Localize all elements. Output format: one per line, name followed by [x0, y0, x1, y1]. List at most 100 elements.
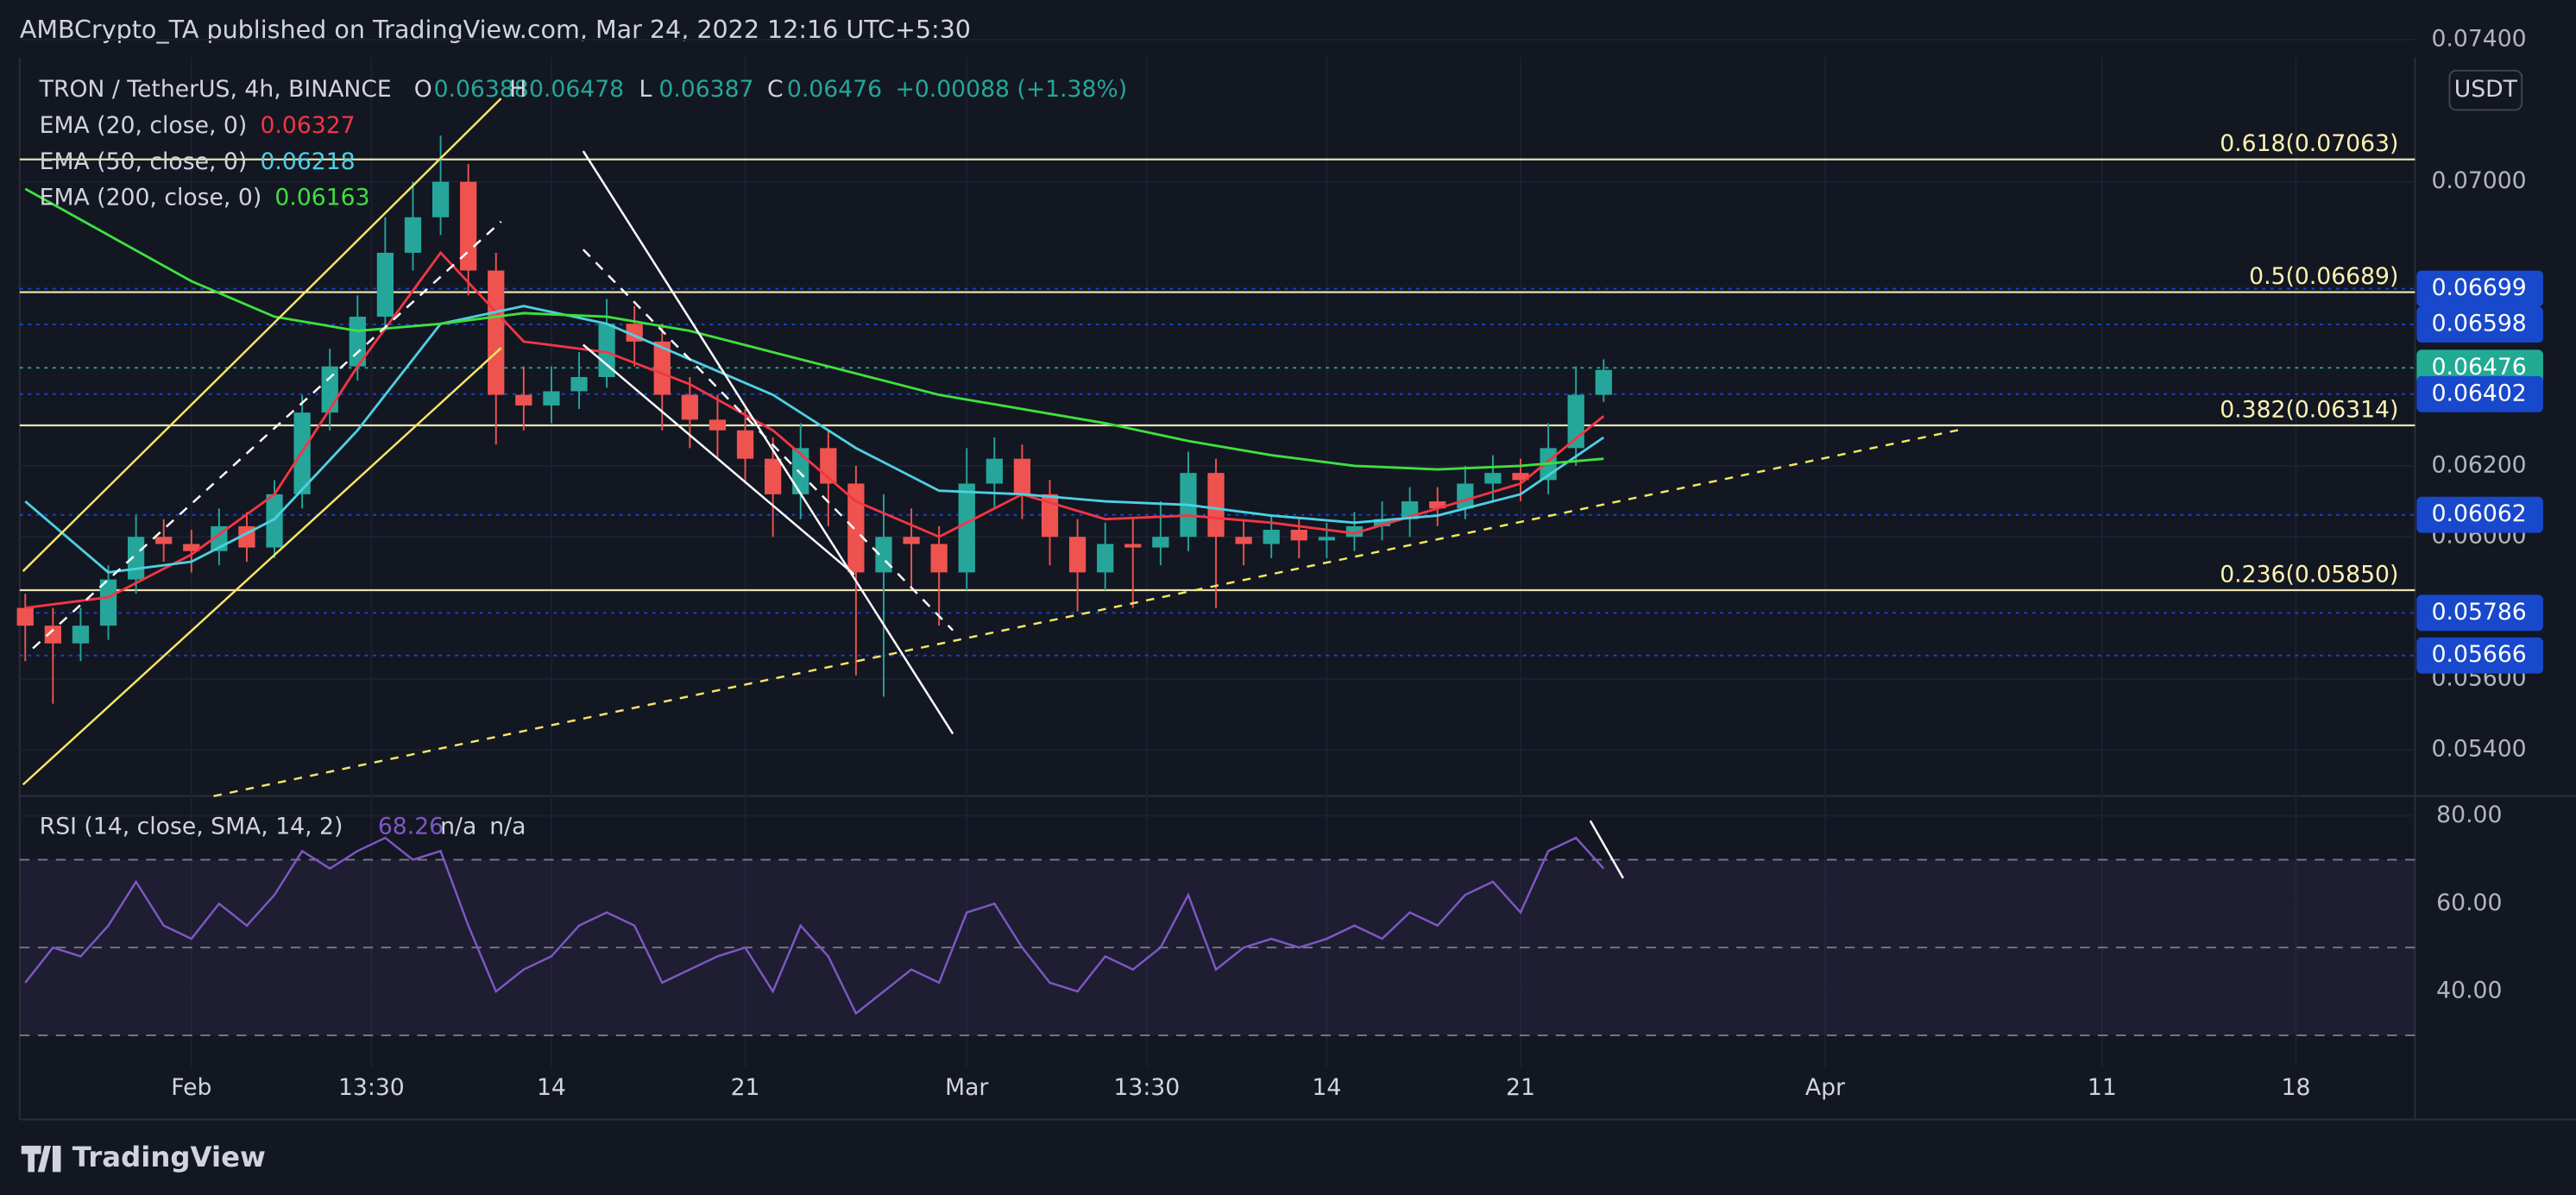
candle-body [1290, 530, 1307, 541]
ema-line [24, 187, 1604, 471]
candle-body [1373, 519, 1391, 526]
legend-name: EMA (50, close, 0) [40, 148, 248, 175]
candle-body [570, 377, 588, 392]
x-tick-label: 18 [2282, 1074, 2311, 1101]
candle-body [986, 458, 1003, 484]
ohlc-key: L [639, 76, 652, 103]
ohlc-value: 0.06388 [434, 76, 529, 103]
candle-body [1207, 473, 1225, 538]
candle-body [266, 494, 283, 548]
rsi-line [24, 836, 1605, 1016]
trend-channel [22, 97, 502, 572]
y-tick-label: 80.00 [2436, 802, 2502, 828]
legend-name: EMA (200, close, 0) [40, 185, 262, 211]
candle-body [1263, 530, 1280, 544]
fib-label: 0.382(0.06314) [2220, 396, 2398, 423]
rsi-na: n/a [489, 813, 526, 840]
price-level-box [2416, 375, 2543, 412]
price-level-label: 0.06699 [2432, 274, 2527, 301]
candle-body [99, 579, 117, 626]
candle-body [930, 544, 948, 573]
fib-label: 0.618(0.07063) [2220, 130, 2398, 157]
rsi-value: 68.26 [378, 813, 444, 840]
x-tick-label: 14 [1312, 1074, 1341, 1101]
candle-body [16, 607, 34, 626]
x-tick-label: 13:30 [1113, 1074, 1180, 1101]
candle-body [903, 537, 920, 544]
candle-body [1595, 369, 1612, 395]
candle-body [1318, 537, 1336, 541]
candle-body [155, 537, 173, 544]
candle-body [44, 626, 61, 644]
legend-value: 0.06327 [260, 112, 355, 139]
trend-midline [582, 248, 954, 632]
candle-body [1124, 544, 1142, 548]
x-tick-label: Feb [171, 1074, 211, 1101]
plot-area: 0.618(0.07063) 0.5(0.06689) 0.382(0.06314)… [16, 39, 2415, 1067]
candle-body [460, 181, 477, 271]
x-tick-label: 14 [537, 1074, 566, 1101]
legend-name: EMA (20, close, 0) [40, 112, 248, 139]
candle-body [1484, 473, 1502, 484]
x-tick-label: Apr [1805, 1074, 1845, 1101]
candle-body [792, 448, 809, 494]
y-tick-label: 0.07400 [2431, 26, 2526, 53]
candle-body [875, 537, 892, 573]
brand: TradingView [72, 1141, 266, 1173]
candle-body [598, 324, 615, 378]
fib-label: 0.236(0.05850) [2220, 561, 2398, 588]
legend: TRON / TetherUS, 4h, BINANCE O 0.06388 H… [39, 76, 1127, 840]
candle-body [681, 394, 698, 420]
ohlc-key: H [509, 76, 526, 103]
x-tick-label: 21 [731, 1074, 760, 1101]
candle-body [376, 252, 394, 318]
price-level-box [2416, 306, 2543, 343]
price-level-box [2416, 270, 2543, 307]
candle-body [1013, 458, 1031, 494]
trend-channel [583, 343, 855, 575]
y-tick-label: 0.05400 [2431, 736, 2526, 763]
candle-body [1512, 473, 1529, 481]
candle-body [515, 394, 532, 406]
rsi-label: RSI (14, close, SMA, 14, 2) [40, 813, 343, 840]
x-tick-label: 11 [2088, 1074, 2117, 1101]
candle-body [653, 341, 671, 395]
unit-label: USDT [2454, 76, 2518, 103]
y-tick-label: 60.00 [2436, 890, 2502, 916]
trend-midline [32, 220, 502, 650]
candle-body [488, 270, 505, 395]
x-tick-label: 13:30 [338, 1074, 405, 1101]
price-level-label: 0.06598 [2432, 311, 2527, 337]
candle-body [183, 544, 200, 551]
candle-body [127, 537, 145, 580]
candle-body [321, 366, 338, 413]
price-level-label: 0.05786 [2432, 599, 2527, 626]
price-level-label: 0.06476 [2432, 354, 2527, 381]
rsi-trendline [1589, 820, 1624, 879]
ohlc-key: O [414, 76, 432, 103]
drawings [22, 97, 1959, 879]
ohlc-value: 0.06478 [529, 76, 624, 103]
change: +0.00088 (+1.38%) [896, 76, 1128, 103]
ohlc-key: C [767, 76, 784, 103]
candle-body [709, 419, 727, 431]
x-tick-label: Mar [945, 1074, 988, 1101]
trend-channel [22, 347, 502, 786]
candle-body [958, 483, 975, 573]
candle-body [765, 458, 782, 494]
ema-line [24, 305, 1605, 574]
symbol: TRON / TetherUS, 4h, BINANCE [39, 76, 392, 103]
candle-body [72, 626, 90, 644]
y-tick-label: 0.06200 [2431, 451, 2526, 478]
candle-body [1457, 483, 1474, 509]
unit-box [2448, 69, 2523, 111]
candle-body [1345, 525, 1364, 538]
ema-line [25, 250, 1605, 609]
candle-body [736, 430, 754, 459]
support-line [213, 429, 1959, 797]
x-tick-label: 21 [1506, 1074, 1535, 1101]
price-level-box [2416, 594, 2543, 632]
price-level-label: 0.06402 [2432, 380, 2527, 406]
legend-value: 0.06163 [274, 185, 369, 211]
